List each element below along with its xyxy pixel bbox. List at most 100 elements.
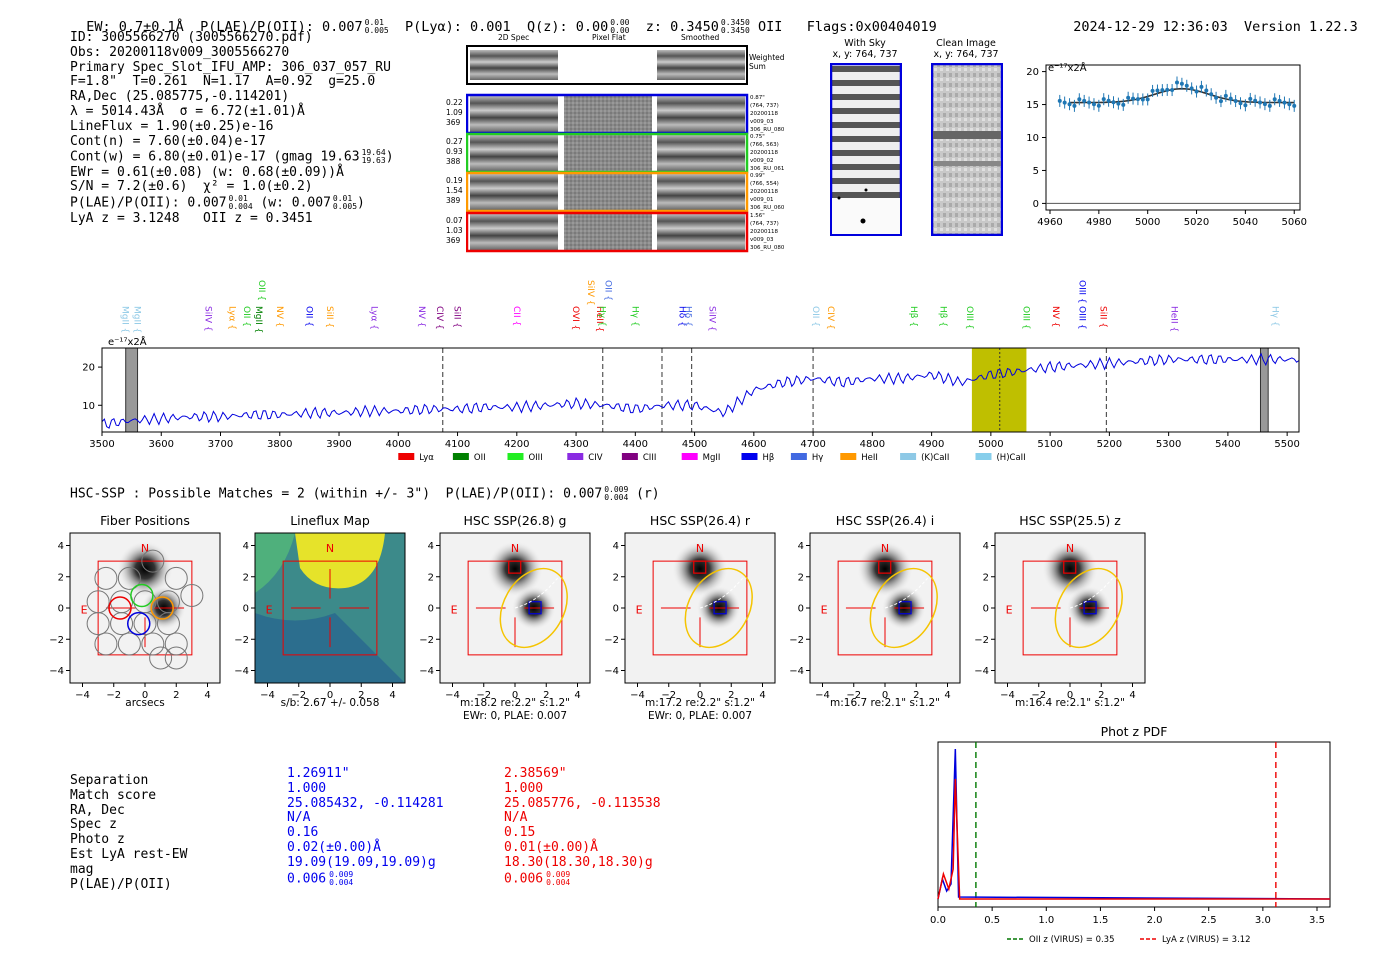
catalog-box-center (1083, 601, 1097, 615)
clean-image-title: Clean Image x, y: 764, 737 (920, 38, 1012, 60)
info-plae-w-hi: 0.01 (332, 194, 353, 204)
info-plae-hi: 0.01 (228, 194, 248, 204)
galaxy-ellipse (869, 567, 938, 649)
fiber-circle (156, 612, 180, 636)
east-marker: E (636, 604, 643, 617)
match1-plae-frac: 0.009 0.004 (329, 869, 354, 887)
fiber-circle (141, 549, 165, 573)
spectrum-line-label: HeII { (1169, 306, 1179, 332)
zoom-point (1204, 88, 1209, 93)
info-lambda: λ = 5014.43Å σ = 6.72(±1.01)Å (70, 103, 305, 119)
fiber-circle (141, 632, 165, 656)
match-label-4: Photo z (70, 832, 125, 848)
position-track (884, 576, 930, 609)
spectrum-line-label-text: Hβ { (908, 306, 918, 327)
spectrum-line-label-text: OII { (241, 306, 251, 327)
legend-swatch (741, 453, 758, 460)
spectrum-line-label: CIV { (434, 306, 444, 330)
legend-swatch (452, 453, 469, 460)
legend-label: HeII (861, 453, 878, 463)
panel-xtick-label: −4 (1000, 690, 1015, 701)
match2-value-6: 18.30(18.30,18.30)g (504, 854, 653, 870)
match2-plae-frac: 0.009 0.004 (546, 870, 570, 887)
zoom-point (1082, 98, 1087, 103)
zoom-point (1282, 100, 1287, 105)
match1-row-2: 25.085432, -0.114281 (287, 796, 444, 812)
spectrum-line-label: CII { (511, 306, 521, 326)
spectrum-upper-label-text: OII { (256, 280, 266, 301)
hsc-summary-hi: 0.009 (604, 485, 629, 494)
zoom-point (1096, 103, 1101, 108)
zoom-point (1087, 100, 1092, 105)
panel-ytick-label: 2 (428, 572, 434, 583)
catalog-box-north (878, 560, 892, 574)
spectrum-line-label-text: SiII { (1097, 306, 1107, 328)
cutout-row-right-0: 0.87" (764, 737) 20200118 v009_03 306_RU… (750, 95, 785, 133)
zoom-point (1228, 96, 1233, 101)
panel-xtick-label: 4 (759, 690, 765, 701)
match-label-2: RA, Dec (70, 802, 125, 818)
spectrum-line-label: SiII { (1097, 306, 1107, 328)
zoom-point (1184, 83, 1189, 88)
match-2-values: 2.38569" 1.000 25.085776, -0.113538 N/A 0.15… (504, 766, 661, 887)
match2-row-6: 18.30(18.30,18.30)g (504, 854, 661, 871)
panel-xtick-label: −2 (291, 690, 306, 701)
spectrum-line-label-text: CIV { (434, 306, 444, 330)
zoom-point (1160, 88, 1165, 93)
zoom-ytick-label: 0 (1033, 199, 1039, 210)
header-z-line: OII (757, 19, 783, 35)
zoom-point (1135, 97, 1140, 102)
galaxy-ellipse (1054, 567, 1123, 649)
spectrum-line-label: NV { (416, 306, 426, 327)
photz-xtick-label: 1.5 (1092, 915, 1108, 926)
panel-xtick-label: 0 (327, 690, 333, 701)
zoom-ylabel: e⁻¹⁷x2Å (1048, 61, 1087, 74)
info-lineflux: LineFlux = 1.90(±0.25)e-16 (70, 118, 274, 134)
panel-ytick-label: −2 (790, 635, 804, 646)
north-marker: N (326, 542, 334, 555)
zoom-point (1253, 98, 1258, 103)
spectrum-line-label: Lyα { (226, 306, 236, 330)
match1-plae-hi: 0.009 (329, 869, 354, 879)
panel-xtick-label: −4 (445, 690, 460, 701)
panel-ytick-label: 0 (798, 604, 804, 615)
panel-xtick-label: 0 (512, 690, 518, 701)
panel-ytick-label: −4 (605, 666, 619, 677)
spectrum-line-label: SiII { (452, 306, 462, 328)
position-track (514, 576, 560, 609)
spectrum-line-label-text: Hδ { (683, 306, 693, 327)
spectrum-ylabel: e⁻¹⁷x2Å (108, 335, 147, 348)
panel-ytick-label: 2 (613, 572, 619, 583)
spectrum-line-label-text: Hγ { (629, 306, 639, 327)
spectrum-line-label: NV { (1050, 306, 1060, 327)
match2-value-1: 1.000 (504, 780, 544, 796)
match-label-1: Match score (70, 787, 157, 803)
panel-xtick-label: 0 (142, 690, 148, 701)
panel-ytick-label: −4 (790, 666, 804, 677)
spectrum-line-label-text: NV { (274, 306, 284, 327)
spectrum-xtick-label: 5100 (1037, 439, 1062, 450)
cutout-row-red (466, 211, 749, 253)
photz-xtick-label: 0.5 (984, 915, 1000, 926)
panel-ytick-label: −2 (50, 635, 64, 646)
info-primary: Primary Spec_Slot_IFU_AMP: 306_037_057_R… (70, 59, 391, 75)
panel-ytick-label: −4 (235, 666, 249, 677)
info-contn: Cont(n) = 7.60(±0.04)e-17 (70, 133, 266, 149)
position-track (699, 576, 745, 609)
spectrum-line-label: OVI { (570, 306, 580, 330)
zoom-point (1062, 100, 1067, 105)
spectrum-upper-label: OIII { (1077, 280, 1087, 304)
panel-xtick-label: −4 (815, 690, 830, 701)
spectrum-xtick-label: 4500 (682, 439, 707, 450)
galaxy-ellipse (684, 567, 753, 649)
info-plae: P(LAE)/P(OII): 0.007 0.01 0.004 (w: 0.007 0… (70, 194, 365, 212)
info-contw: Cont(w) = 6.80(±0.01)e-17 (gmag 19.63 19.… (70, 148, 394, 166)
photz-curve-red (937, 778, 1330, 900)
spectrum-line-label: Hγ { (597, 306, 607, 327)
spectrum-line-label: Lyα { (369, 306, 379, 330)
zoom-point (1223, 93, 1228, 98)
zoom-spectrum-chart: 4960 4980 5000 5020 5040 5060 0 5 10 15 20 e⁻¹⁷x2Å (1026, 61, 1307, 228)
panel-xtick-label: −2 (846, 690, 861, 701)
source-north (487, 540, 543, 597)
header-z: z: 0.3450 (645, 19, 719, 35)
